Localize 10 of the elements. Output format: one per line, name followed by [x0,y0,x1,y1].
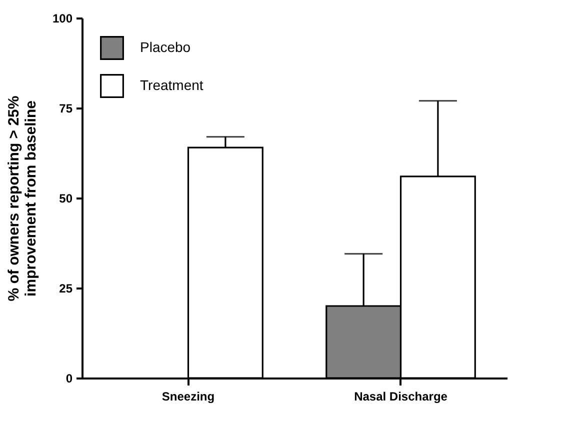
y-tick-label: 50 [59,192,73,206]
y-tick-label: 0 [66,372,73,386]
y-tick-label: 25 [59,282,73,296]
legend-label: Placebo [140,39,191,55]
legend-label: Treatment [140,77,204,93]
y-tick-label: 100 [52,12,73,26]
x-tick-label: Sneezing [162,390,215,404]
y-axis-title: % of owners reporting > 25% improvement from baseline [5,96,40,302]
y-tick-label: 75 [59,102,73,116]
x-tick-label: Nasal Discharge [354,390,448,404]
